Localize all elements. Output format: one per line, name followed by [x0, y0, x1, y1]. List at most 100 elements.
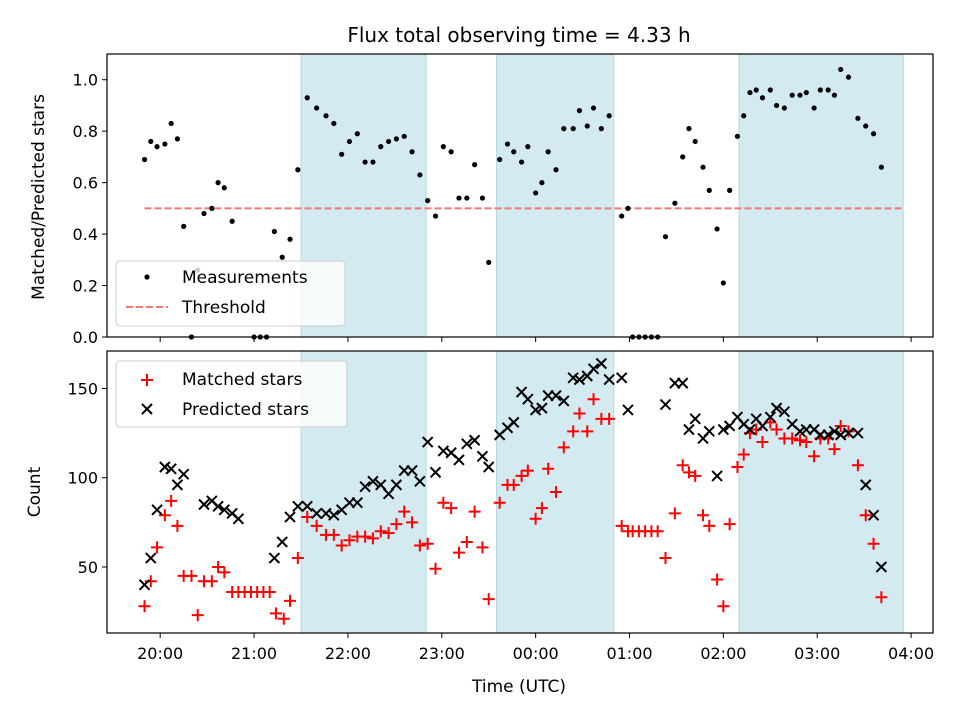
predicted-star-point [683, 423, 695, 436]
predicted-star-point [867, 509, 880, 521]
matched-star-point [482, 593, 495, 606]
measurement-point [767, 87, 773, 93]
matched-star-point [581, 425, 594, 438]
legend-matched-label: Matched stars [182, 370, 302, 390]
measurement-point [154, 144, 160, 150]
matched-star-point [668, 507, 681, 520]
legend-measurements-marker [144, 274, 150, 280]
predicted-star-point [232, 513, 245, 525]
legend-measurements-label: Measurements [182, 268, 308, 288]
measurement-point [314, 105, 320, 111]
predicted-star-point [711, 470, 723, 482]
matched-star-point [165, 494, 178, 507]
predicted-star-point [764, 411, 777, 423]
measurement-point [323, 113, 329, 119]
matched-star-point [676, 459, 689, 472]
predicted-star-point [573, 373, 586, 386]
matched-star-point [689, 469, 702, 482]
predicted-star-point [375, 479, 387, 491]
matched-star-point [756, 436, 769, 449]
predicted-star-point [852, 427, 864, 439]
bottom-axes-frame [106, 350, 934, 634]
bottom-legend-frame [115, 360, 348, 428]
chart-title: Flux total observing time = 4.33 h [347, 23, 690, 47]
predicted-star-point [359, 480, 371, 493]
matched-star-point [737, 448, 750, 461]
measurement-point [279, 254, 285, 260]
measurement-point [486, 259, 492, 265]
predicted-star-point [218, 504, 231, 516]
x-tick-label: 20:00 [137, 644, 183, 663]
matched-star-point [851, 459, 864, 472]
matched-star-point [437, 496, 450, 509]
measurement-point [432, 213, 439, 219]
top-y-axis-label: Matched/Predicted stars [29, 94, 49, 300]
measurement-point [401, 133, 407, 139]
top-y-tick-label: 0.8 [73, 122, 98, 141]
measurement-point [362, 159, 368, 165]
top-y-tick-label: 0.6 [73, 174, 98, 193]
predicted-star-point [744, 423, 756, 436]
matched-star-point [398, 505, 411, 518]
bottom-y-tick-label: 100 [67, 469, 98, 488]
measurement-point [720, 280, 726, 286]
top-axes: 0.0 0.2 0.4 0.6 0.8 1.0 [73, 53, 934, 347]
measurement-point [545, 149, 551, 155]
measurement-point [838, 66, 844, 73]
predicted-star-point [328, 509, 340, 521]
matched-star-point [834, 419, 847, 432]
measurement-point [456, 195, 462, 201]
x-axis-label: Time (UTC) [471, 677, 566, 697]
predicted-star-point [703, 425, 715, 438]
shaded-interval-2-3 [738, 350, 904, 634]
matched-star-point [859, 509, 872, 522]
measurement-point [734, 133, 741, 139]
predicted-star-point [676, 377, 689, 389]
measurement-point [215, 180, 221, 186]
bottom-plot-area [138, 350, 904, 634]
matched-star-point [723, 518, 736, 531]
matched-star-point [770, 423, 783, 436]
measurement-point [803, 89, 809, 96]
matched-star-point [875, 591, 888, 604]
measurement-point [845, 74, 852, 80]
matched-star-point [549, 486, 562, 498]
matched-star-point [493, 496, 506, 509]
matched-star-point [144, 575, 157, 588]
matched-star-point [212, 560, 225, 573]
matched-star-point [310, 519, 323, 532]
measurement-point [504, 141, 511, 147]
measurement-point [370, 159, 376, 165]
measurement-point [863, 123, 869, 129]
predicted-star-point [483, 461, 495, 473]
predicted-star-point [717, 423, 730, 436]
matched-star-point [867, 537, 880, 550]
measurement-point [497, 156, 503, 163]
matched-star-point [515, 469, 528, 482]
predicted-star-point [508, 416, 520, 429]
bottom-legend: Matched stars Predicted stars [115, 360, 348, 428]
measurement-point [448, 149, 454, 155]
measurement-point [148, 138, 154, 145]
matched-star-point [191, 609, 204, 622]
predicted-star-point [145, 552, 157, 564]
matched-star-point [421, 537, 434, 550]
predicted-star-point [390, 479, 403, 491]
measurement-point [385, 138, 392, 145]
matched-star-point [521, 464, 534, 477]
predicted-star-point [550, 389, 562, 402]
measurement-point [598, 126, 604, 132]
measurement-point [287, 236, 293, 242]
matched-star-point [682, 466, 695, 479]
measurement-point [472, 162, 478, 168]
measurement-point [747, 89, 753, 96]
predicted-star-point [151, 504, 163, 516]
measurement-point [606, 113, 612, 119]
matched-star-point [808, 450, 821, 463]
predicted-star-point [382, 488, 395, 500]
predicted-star-point [468, 434, 481, 446]
matched-star-point [171, 519, 184, 532]
measurement-point [672, 200, 678, 206]
matched-star-point [151, 541, 164, 554]
